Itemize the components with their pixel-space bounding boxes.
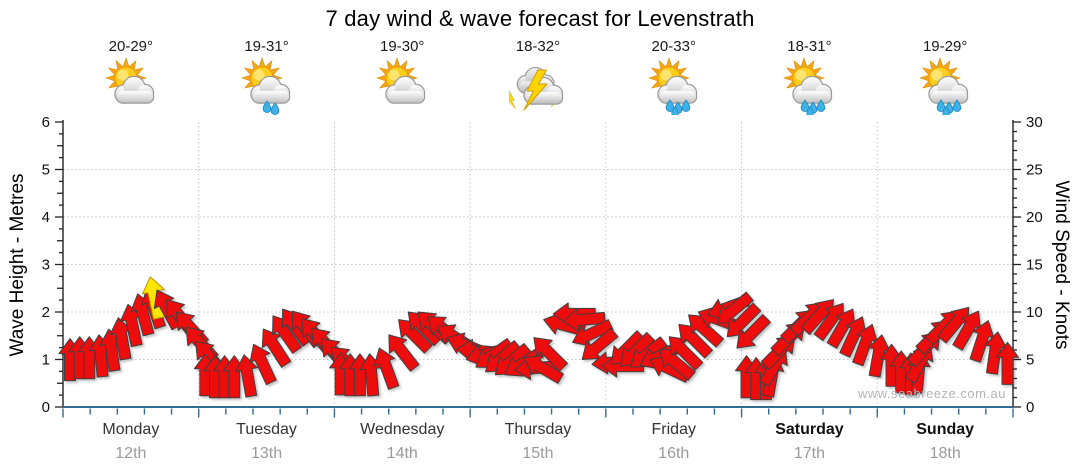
showers-icon	[647, 57, 697, 117]
left-tick-label: 2	[42, 304, 50, 321]
wind-arrow	[736, 314, 771, 349]
left-axis: 0 1 2 3 4 5 6	[42, 114, 64, 416]
left-tick-label: 3	[42, 257, 50, 274]
right-tick-label: 0	[1026, 399, 1034, 416]
wind-arrow	[261, 328, 292, 368]
right-axis: 0 5 10 15 20 25 30	[1012, 114, 1043, 416]
day-date: 13th	[250, 445, 283, 462]
left-tick-label: 4	[42, 209, 50, 226]
partly-cloudy-icon	[104, 57, 155, 104]
gust-arrow	[142, 276, 165, 320]
wind-arrow	[533, 337, 568, 372]
right-tick-label: 10	[1026, 304, 1043, 321]
right-tick-label: 15	[1026, 257, 1043, 274]
showers-icon	[919, 57, 969, 117]
temp-range: 19-30°	[380, 38, 425, 55]
temp-range: 19-31°	[244, 38, 289, 55]
day-date: 18th	[929, 445, 961, 462]
day-header-wednesday: 19-30°	[334, 38, 470, 120]
wind-arrow	[235, 354, 258, 398]
left-tick-label: 0	[42, 399, 50, 416]
day-footer-wednesday: Wednesday 14th	[334, 421, 470, 463]
day-footer-monday: Monday 12th	[63, 421, 199, 463]
partly-cloudy-showers-icon	[240, 57, 290, 115]
day-date: 17th	[793, 445, 826, 462]
showers-icon	[783, 57, 833, 117]
right-tick-label: 20	[1026, 209, 1043, 226]
day-date: 16th	[658, 445, 690, 462]
left-tick-label: 5	[42, 162, 50, 179]
day-header-monday: 20-29°	[63, 38, 199, 120]
temp-range: 18-32°	[515, 38, 561, 55]
page-title: 7 day wind & wave forecast for Levenstra…	[325, 6, 755, 31]
temp-range: 19-29°	[922, 38, 968, 55]
right-tick-label: 30	[1026, 114, 1043, 131]
day-date: 15th	[522, 445, 554, 462]
temp-range: 20-29°	[108, 38, 154, 55]
day-header-sunday: 19-29°	[877, 38, 1013, 120]
wind-arrow	[996, 341, 1019, 385]
day-name: Sunday	[916, 421, 975, 438]
day-footer-friday: Friday 16th	[606, 421, 742, 463]
day-name: Saturday	[775, 421, 844, 438]
day-name: Tuesday	[236, 421, 297, 438]
day-header-thursday: 18-32°	[470, 38, 606, 120]
temp-range: 18-31°	[787, 38, 832, 55]
day-header-friday: 20-33°	[606, 38, 742, 120]
day-header-saturday: 18-31°	[742, 38, 878, 120]
wind-arrow	[388, 334, 420, 372]
day-name: Friday	[651, 421, 696, 438]
day-name: Thursday	[504, 421, 572, 438]
day-name: Monday	[102, 421, 160, 438]
day-footer-tuesday: Tuesday 13th	[199, 421, 335, 463]
bottom-axis	[62, 406, 1014, 418]
wind-arrows	[58, 276, 1019, 401]
day-header-tuesday: 19-31°	[199, 38, 335, 120]
thunderstorm-icon	[505, 66, 564, 111]
left-tick-label: 6	[42, 114, 50, 131]
left-tick-label: 1	[42, 352, 50, 369]
day-name: Wednesday	[360, 421, 445, 438]
day-date: 14th	[386, 445, 418, 462]
wind-arrow	[373, 347, 400, 390]
day-footer-saturday: Saturday 17th	[742, 421, 878, 463]
wind-arrow	[523, 355, 564, 384]
day-footer-sunday: Sunday 18th	[877, 421, 1013, 463]
right-tick-label: 25	[1026, 162, 1043, 179]
day-footer-thursday: Thursday 15th	[470, 421, 606, 463]
day-date: 12th	[115, 445, 147, 462]
right-tick-label: 5	[1026, 352, 1034, 369]
watermark: www.seabreeze.com.au	[857, 386, 1006, 401]
partly-cloudy-icon	[376, 57, 426, 104]
wind-arrow	[249, 343, 277, 386]
temp-range: 20-33°	[651, 38, 696, 55]
